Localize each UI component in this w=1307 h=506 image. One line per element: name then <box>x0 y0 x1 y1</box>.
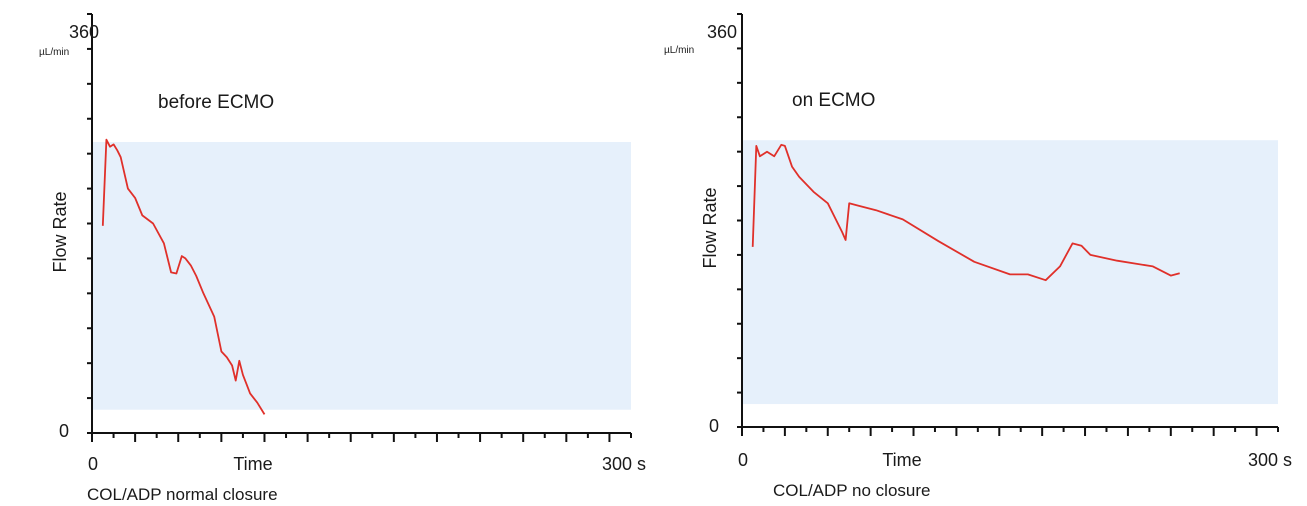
x-axis-title: Time <box>882 450 921 470</box>
chart-title: before ECMO <box>158 92 274 113</box>
y-unit-label: µL/min <box>39 47 69 58</box>
chart-caption: COL/ADP normal closure <box>87 485 278 504</box>
panel-on-ecmo: 360 µL/min 0 0 300 s Time Flow Rate on E… <box>664 13 1292 500</box>
flow-rate-line <box>751 143 1180 282</box>
chart-caption: COL/ADP no closure <box>773 481 930 500</box>
panel-before-ecmo: 360 µL/min 0 0 300 s Time Flow Rate befo… <box>39 13 646 504</box>
y-unit-label: µL/min <box>664 45 694 56</box>
x-tick-label-max: 300 s <box>602 454 646 474</box>
x-tick-label-min: 0 <box>738 450 748 470</box>
normal-range-band <box>92 142 631 410</box>
y-tick-label-max: 360 <box>69 22 99 42</box>
y-axis-title: Flow Rate <box>50 191 70 272</box>
normal-range-band <box>742 140 1278 405</box>
x-ticks <box>741 427 1279 436</box>
chart-title: on ECMO <box>792 90 875 111</box>
y-ticks <box>87 13 92 434</box>
y-tick-label-min: 0 <box>709 416 719 436</box>
flow-rate-line <box>101 138 266 415</box>
x-ticks <box>91 433 632 442</box>
x-tick-label-min: 0 <box>88 454 98 474</box>
y-axis-title: Flow Rate <box>700 187 720 268</box>
y-tick-label-min: 0 <box>59 421 69 441</box>
y-tick-label-max: 360 <box>707 22 737 42</box>
x-tick-label-max: 300 s <box>1248 450 1292 470</box>
x-axis-title: Time <box>233 454 272 474</box>
